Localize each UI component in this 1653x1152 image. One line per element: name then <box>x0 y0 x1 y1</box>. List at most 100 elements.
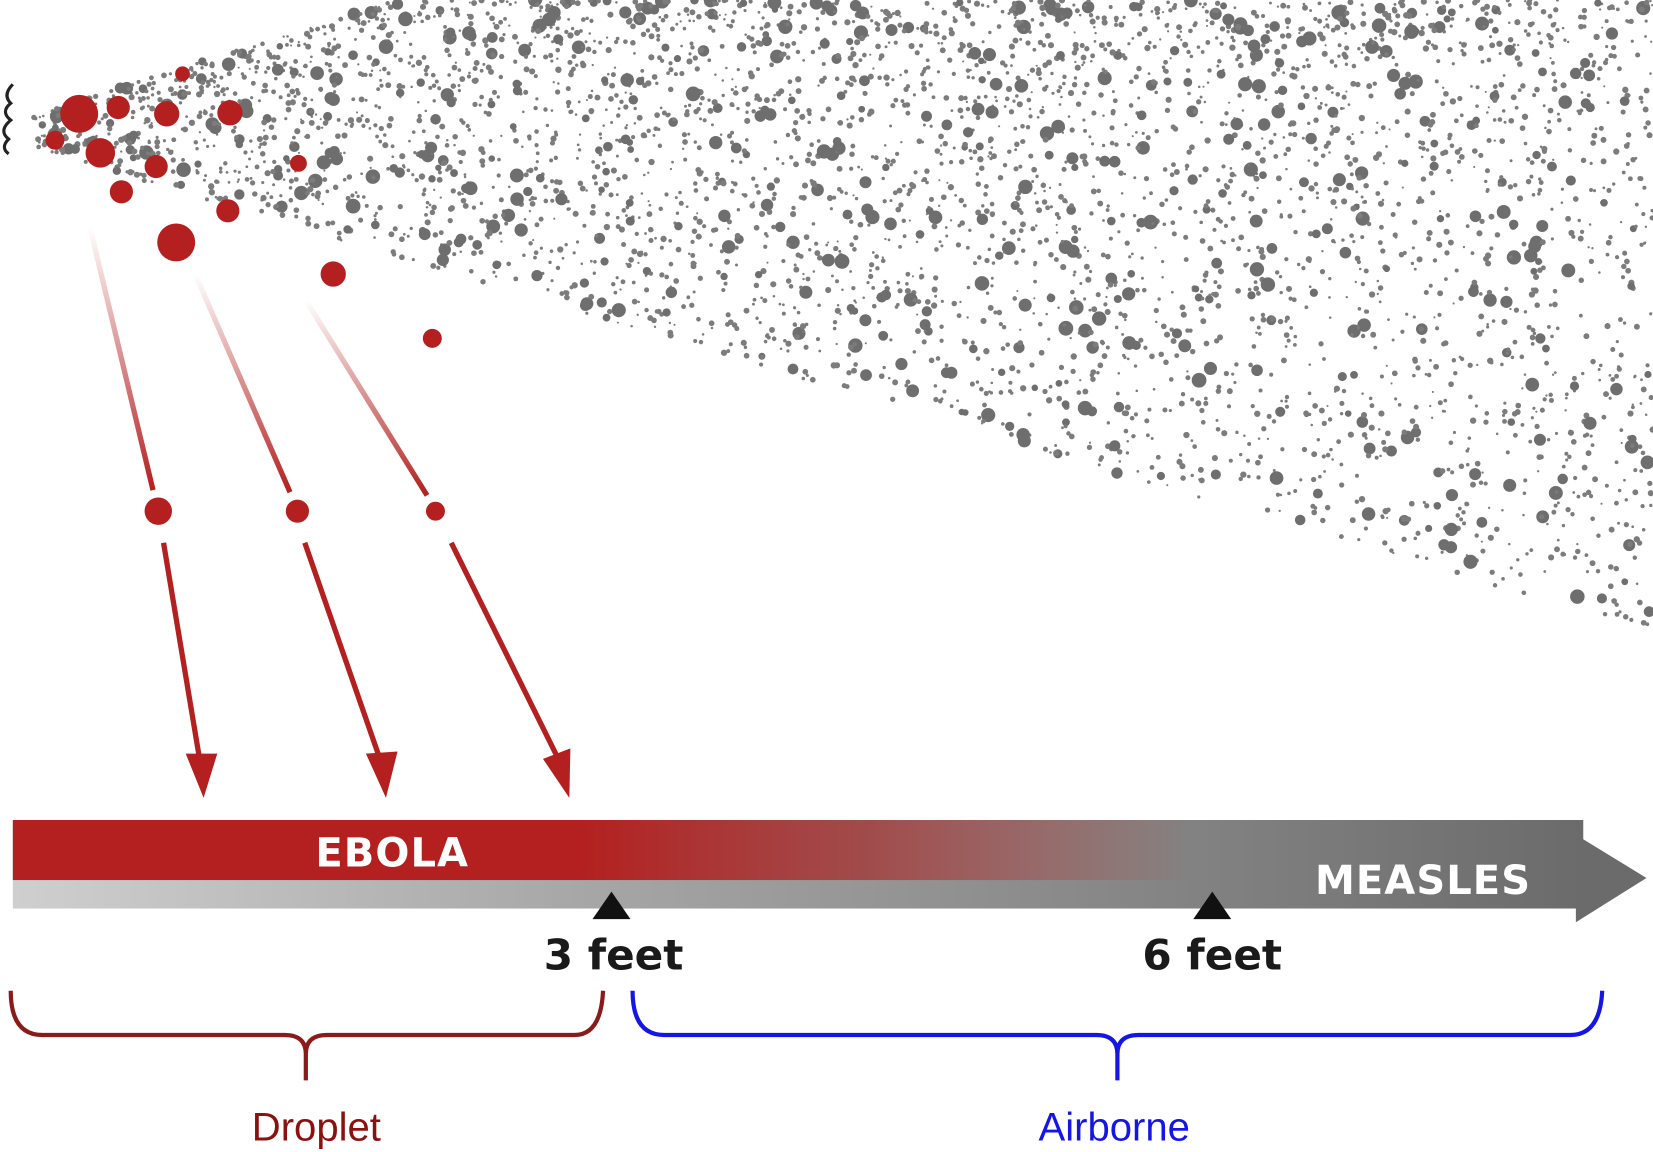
spray-particle <box>990 382 993 385</box>
spray-particle <box>146 151 150 155</box>
spray-particle <box>1521 387 1523 389</box>
spray-particle <box>1029 0 1033 2</box>
spray-particle <box>637 251 643 257</box>
spray-particle <box>687 133 690 136</box>
spray-particle <box>1169 409 1172 412</box>
spray-particle <box>1165 108 1170 113</box>
spray-particle <box>1362 43 1366 47</box>
spray-particle <box>1587 246 1589 248</box>
spray-particle <box>1231 373 1234 376</box>
spray-particle <box>1224 371 1229 376</box>
spray-particle <box>1371 41 1375 45</box>
spray-particle <box>1544 361 1549 366</box>
spray-particle <box>1442 87 1444 89</box>
spray-particle <box>1282 71 1285 74</box>
spray-particle <box>699 340 703 344</box>
spray-particle <box>466 31 476 41</box>
spray-particle <box>981 422 983 424</box>
spray-particle <box>1541 146 1547 152</box>
spray-particle <box>1030 68 1035 73</box>
spray-particle <box>807 152 812 157</box>
spray-particle <box>1548 393 1552 397</box>
spray-particle <box>148 139 151 142</box>
spray-particle <box>321 47 326 52</box>
spray-particle <box>1602 186 1605 189</box>
spray-particle <box>1378 285 1383 290</box>
spray-particle <box>1553 7 1558 12</box>
spray-particle <box>1555 432 1558 435</box>
spray-particle <box>1562 27 1565 30</box>
spray-particle <box>599 137 602 140</box>
spray-particle <box>833 248 835 250</box>
spray-particle <box>1628 176 1633 181</box>
spray-particle <box>1388 128 1390 130</box>
spray-particle <box>1154 247 1156 249</box>
spray-particle <box>1043 190 1046 193</box>
spray-particle <box>924 330 927 333</box>
spray-particle <box>1644 0 1649 5</box>
spray-particle <box>1552 302 1558 308</box>
spray-particle <box>149 75 154 80</box>
spray-particle <box>1640 101 1643 104</box>
spray-particle <box>1479 219 1484 224</box>
spray-particle <box>1489 214 1495 220</box>
spray-particle <box>1143 196 1146 199</box>
spray-particle <box>423 188 426 191</box>
spray-particle <box>1072 82 1077 87</box>
spray-particle <box>790 211 796 217</box>
spray-particle <box>1142 26 1148 32</box>
spray-particle <box>1329 316 1332 319</box>
spray-particle <box>1519 355 1524 360</box>
spray-particle <box>1071 236 1078 243</box>
spray-particle <box>1581 372 1584 375</box>
spray-particle <box>129 131 138 140</box>
spray-particle <box>1258 332 1262 336</box>
spray-particle <box>457 191 461 195</box>
spray-particle <box>1459 464 1464 469</box>
spray-particle <box>1592 476 1598 482</box>
spray-particle <box>849 167 853 171</box>
spray-particle <box>976 181 981 186</box>
spray-particle <box>1123 16 1126 19</box>
spray-particle <box>1290 120 1296 126</box>
spray-particle <box>881 259 886 264</box>
spray-particle <box>932 8 934 10</box>
spray-particle <box>1493 84 1498 89</box>
spray-particle <box>822 254 835 267</box>
spray-particle <box>730 140 734 144</box>
spray-particle <box>1091 111 1096 116</box>
spray-particle <box>1012 296 1017 301</box>
spray-particle <box>793 322 797 326</box>
spray-particle <box>1619 428 1623 432</box>
spray-particle <box>1426 236 1431 241</box>
spray-particle <box>730 189 735 194</box>
spray-particle <box>1193 210 1197 214</box>
spray-particle <box>732 104 735 107</box>
spray-particle <box>1523 478 1527 482</box>
spray-particle <box>1350 140 1355 145</box>
spray-particle <box>879 53 884 58</box>
spray-particle <box>1247 442 1251 446</box>
spray-particle <box>1601 137 1607 143</box>
spray-particle <box>1081 153 1087 159</box>
spray-particle <box>987 5 990 8</box>
spray-particle <box>898 245 902 249</box>
spray-particle <box>474 60 480 66</box>
spray-particle <box>1134 412 1138 416</box>
spray-particle <box>1307 122 1310 125</box>
spray-particle <box>156 151 161 156</box>
spray-particle <box>1612 54 1617 59</box>
spray-particle <box>117 163 121 167</box>
spray-particle <box>1389 19 1392 22</box>
spray-particle <box>310 61 312 63</box>
spray-particle <box>1424 290 1429 295</box>
spray-particle <box>689 42 693 46</box>
spray-particle <box>766 262 768 264</box>
spray-particle <box>1308 185 1314 191</box>
spray-particle <box>1159 352 1164 357</box>
spray-particle <box>804 345 809 350</box>
spray-particle <box>670 168 672 170</box>
spray-particle <box>151 180 154 183</box>
spray-particle <box>952 301 957 306</box>
spray-particle <box>617 322 619 324</box>
